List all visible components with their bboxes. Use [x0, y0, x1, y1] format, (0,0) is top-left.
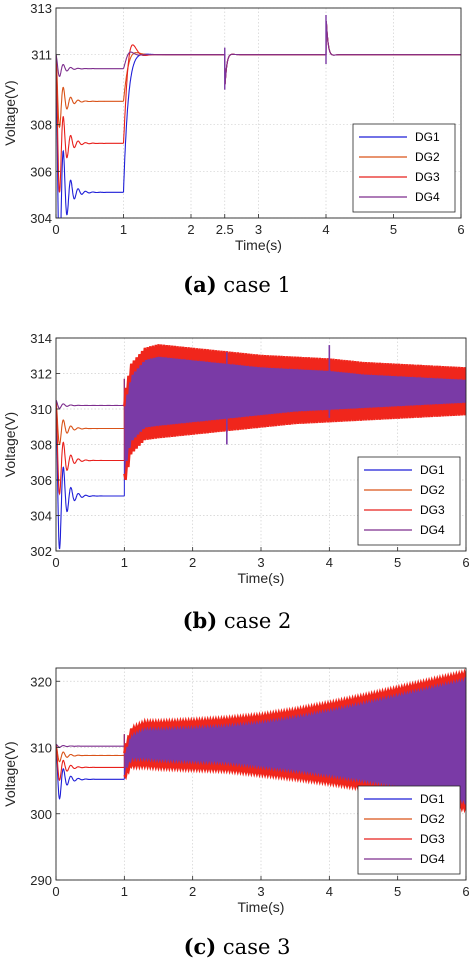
x-tick-label: 2 — [189, 884, 196, 899]
y-tick-label: 320 — [30, 674, 52, 689]
series-line-dg3 — [56, 54, 124, 193]
legend-label-dg4: DG4 — [420, 523, 445, 537]
y-tick-label: 310 — [30, 402, 52, 417]
band-upper-edge — [123, 668, 466, 754]
y-axis-label: Voltage(V) — [2, 80, 18, 145]
y-tick-label: 313 — [30, 1, 52, 16]
series-line-dg4 — [56, 399, 125, 409]
y-tick-label: 290 — [30, 873, 52, 888]
series-line-dg2 — [56, 400, 125, 446]
series-line-dg3 — [56, 400, 125, 496]
legend-label-dg2: DG2 — [420, 483, 445, 497]
y-tick-label: 306 — [30, 473, 52, 488]
legend: DG1 DG2 DG3 DG4 — [352, 123, 456, 213]
y-tick-label: 314 — [30, 331, 52, 346]
x-tick-label: 1 — [121, 555, 128, 570]
y-tick-label: 310 — [30, 741, 52, 756]
x-axis-label: Time(s) — [235, 237, 282, 253]
x-tick-label: 6 — [462, 555, 469, 570]
y-axis-label: Voltage(V) — [2, 412, 18, 477]
band-upper-edge — [123, 344, 466, 407]
series-line-dg2-settled — [122, 21, 461, 102]
legend-label-dg3: DG3 — [415, 170, 440, 184]
legend-label-dg3: DG3 — [420, 503, 445, 517]
plot-area — [56, 344, 466, 550]
caption-text: case 3 — [216, 935, 290, 959]
legend-label-dg2: DG2 — [415, 150, 440, 164]
chart-panel-case-2: 0 1 2 3 4 5 6 302 304 306 308 310 312 314 Time(s) Volta… — [2, 331, 470, 633]
series-line-dg1 — [56, 400, 125, 550]
x-tick-label: 0 — [52, 222, 59, 237]
caption-text: case 2 — [217, 609, 291, 633]
legend-label-dg1: DG1 — [420, 463, 445, 477]
panel-caption: (a) case 1 — [183, 272, 291, 297]
x-tick-label: 2 — [187, 222, 194, 237]
y-tick-label: 304 — [30, 211, 52, 226]
x-tick-label: 0 — [52, 555, 59, 570]
y-tick-label: 308 — [30, 118, 52, 133]
series-line-dg4-settled — [122, 21, 461, 85]
y-tick-label: 306 — [30, 164, 52, 179]
x-tick-label: 2.5 — [216, 222, 234, 237]
panel-caption: (c) case 3 — [184, 934, 291, 959]
x-tick-label: 3 — [257, 884, 264, 899]
caption-label: (c) — [184, 934, 217, 959]
oscillation-band — [124, 674, 466, 808]
series-line-dg3 — [56, 744, 125, 782]
plot-area — [56, 15, 461, 218]
x-tick-label: 1 — [121, 884, 128, 899]
band-lower-edge — [123, 402, 466, 481]
series-line-dg2 — [56, 744, 125, 763]
x-tick-label: 5 — [394, 555, 401, 570]
x-tick-label: 4 — [326, 555, 333, 570]
x-tick-label: 5 — [394, 884, 401, 899]
caption-label: (a) — [183, 272, 216, 297]
series-line-dg1 — [56, 54, 124, 218]
series-line-dg1 — [56, 744, 125, 800]
panel-caption: (b) case 2 — [183, 608, 292, 633]
x-axis-label: Time(s) — [238, 899, 285, 915]
series-line-dg4 — [56, 743, 125, 748]
legend-label-dg1: DG1 — [415, 130, 440, 144]
x-tick-label: 0 — [52, 884, 59, 899]
y-axis-label: Voltage(V) — [2, 741, 18, 806]
x-tick-label: 3 — [257, 555, 264, 570]
y-tick-label: 304 — [30, 509, 52, 524]
y-tick-label: 302 — [30, 544, 52, 559]
x-tick-label: 5 — [390, 222, 397, 237]
caption-text: case 1 — [217, 273, 291, 297]
legend-label-dg1: DG1 — [420, 792, 445, 806]
legend-label-dg4: DG4 — [415, 190, 440, 204]
x-tick-label: 3 — [255, 222, 262, 237]
series-line-dg4 — [56, 54, 124, 78]
y-tick-label: 300 — [30, 807, 52, 822]
x-tick-label: 4 — [326, 884, 333, 899]
x-tick-label: 1 — [120, 222, 127, 237]
y-tick-label: 311 — [31, 48, 52, 63]
legend-label-dg4: DG4 — [420, 852, 445, 866]
caption-label: (b) — [183, 608, 218, 633]
x-axis-label: Time(s) — [238, 570, 285, 586]
legend-label-dg3: DG3 — [420, 832, 445, 846]
x-tick-label: 6 — [462, 884, 469, 899]
series-line-dg2 — [56, 54, 124, 129]
y-tick-label: 312 — [30, 367, 52, 382]
x-tick-label: 2 — [189, 555, 196, 570]
y-tick-label: 308 — [30, 438, 52, 453]
x-tick-label: 4 — [322, 222, 329, 237]
x-tick-label: 6 — [457, 222, 464, 237]
chart-panel-case-1: 0 1 2 2.5 3 4 5 6 304 306 308 311 313 Time(s) Voltage(… — [2, 1, 465, 297]
legend-label-dg2: DG2 — [420, 812, 445, 826]
legend: DG1 DG2 DG3 DG4 — [357, 456, 461, 546]
legend: DG1 DG2 DG3 DG4 — [357, 785, 461, 875]
